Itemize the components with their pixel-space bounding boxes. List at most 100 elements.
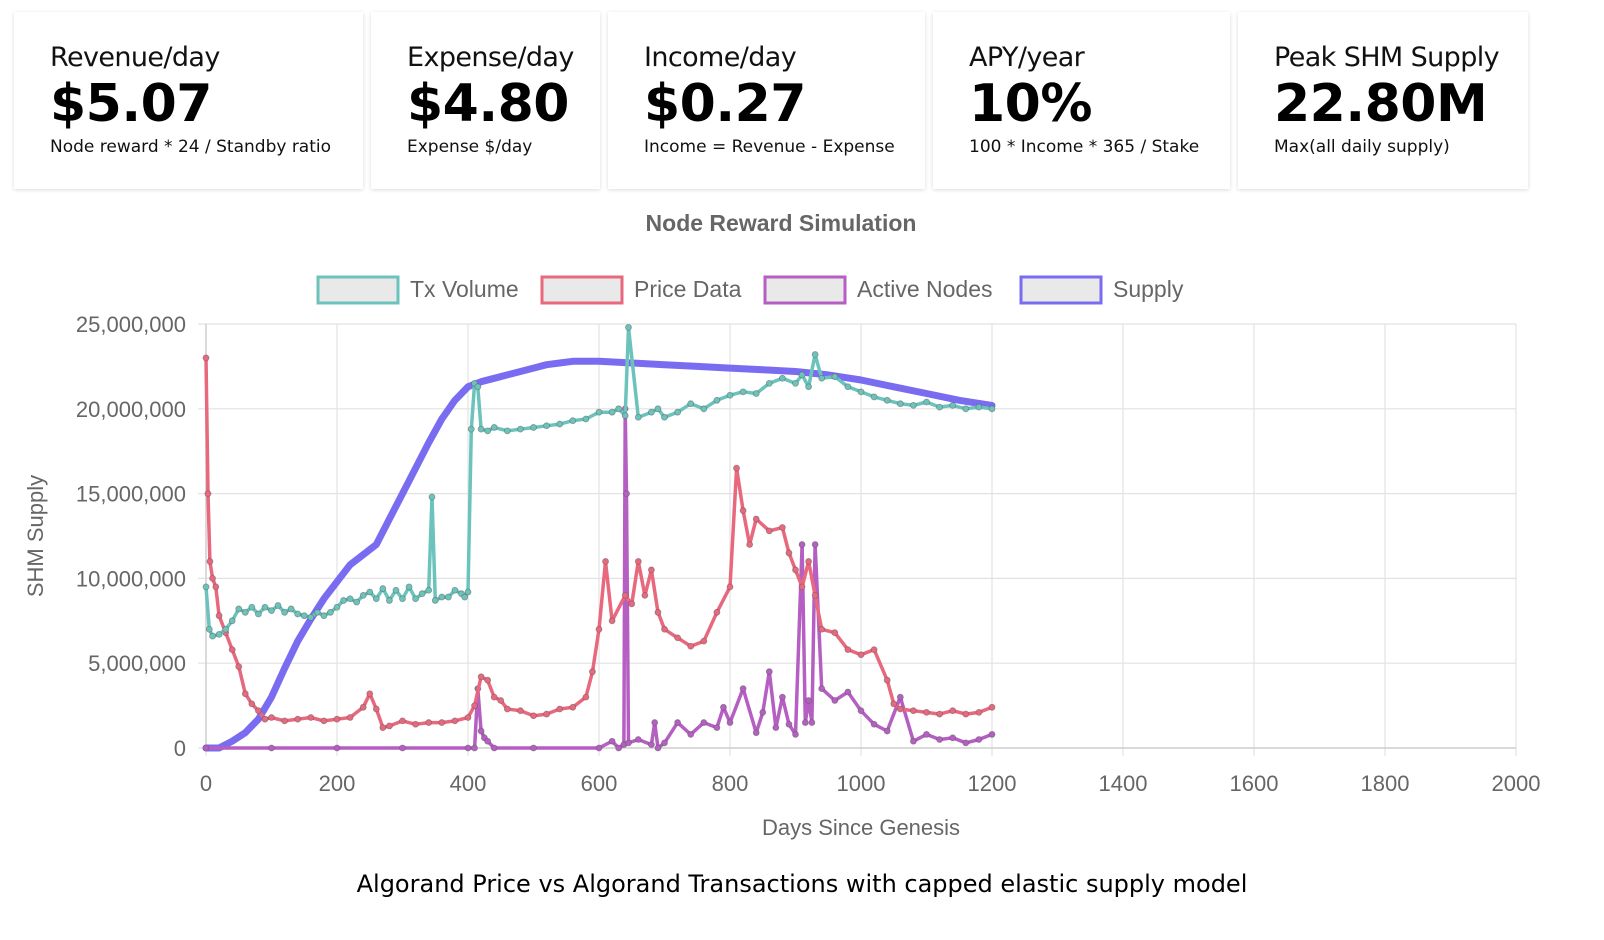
x-tick-label: 1400 [1099,771,1148,796]
data-point [287,605,295,613]
legend-label: Active Nodes [857,276,993,302]
data-point [818,685,826,693]
data-point [464,744,472,752]
data-point [625,323,632,331]
data-point [569,417,577,425]
data-point [477,727,485,735]
data-point [805,558,812,565]
data-point [503,427,511,435]
revenue-card: Revenue/day $5.07 Node reward * 24 / Sta… [14,12,363,189]
data-point [818,374,826,382]
data-point [713,608,721,616]
data-point [654,608,662,616]
data-point [320,717,328,725]
data-point [651,719,659,726]
x-tick-label: 2000 [1492,771,1541,796]
data-point [772,724,780,732]
data-point [674,719,681,726]
data-point [399,595,406,603]
data-point [438,593,446,601]
data-point [359,591,367,599]
data-point [726,719,734,726]
data-point [739,507,747,514]
data-point [300,612,308,620]
legend-swatch [1019,275,1103,305]
data-point [392,586,400,594]
card-subtitle: 100 * Income * 365 / Stake [969,137,1200,157]
data-point [543,422,550,430]
data-point [936,403,943,411]
data-point [687,731,695,738]
data-point [811,541,819,548]
legend-item: Active Nodes [763,275,993,305]
data-point [202,583,210,591]
data-point [428,493,436,501]
data-point [896,705,904,713]
data-point [779,693,786,701]
data-point [870,720,878,728]
data-point [988,703,996,711]
series-active-nodes [202,405,996,752]
data-point [425,719,433,726]
x-tick-label: 1600 [1230,771,1279,796]
data-point [713,396,721,404]
data-point [582,693,590,701]
data-point [661,739,668,747]
data-point [975,403,983,411]
data-point [674,408,681,416]
data-point [484,676,492,684]
data-point [752,515,760,523]
data-point [623,490,630,498]
data-point [490,744,498,752]
data-point [654,744,662,752]
y-tick-label: 10,000,000 [76,566,186,591]
data-point [353,598,361,606]
data-point [713,724,721,732]
data-point [923,731,930,738]
data-point [235,605,243,613]
data-point [399,717,406,725]
data-point [451,586,459,594]
card-value: 10% [969,74,1092,134]
data-point [615,744,623,752]
data-point [700,405,708,413]
legend-item: Price Data [540,275,742,305]
data-point [988,405,996,413]
data-point [212,583,220,591]
data-point [327,608,334,616]
data-point [268,714,275,721]
data-point [346,595,354,603]
data-point [910,402,917,409]
card-value: 22.80M [1274,74,1488,134]
data-point [857,707,865,715]
legend-label: Tx Volume [410,276,519,302]
y-tick-label: 15,000,000 [76,482,186,507]
data-point [307,714,315,721]
data-point [811,351,819,358]
data-point [543,710,550,718]
data-point [634,558,642,565]
data-point [811,591,819,599]
data-point [385,722,393,730]
data-point [602,558,609,565]
card-subtitle: Income = Revenue - Expense [644,137,895,157]
data-point [464,714,472,721]
legend-label: Price Data [634,276,742,302]
income-card: Income/day $0.27 Income = Revenue - Expe… [608,12,925,189]
data-point [412,595,420,603]
card-title: Revenue/day [50,42,220,73]
data-point [870,646,878,654]
data-point [595,625,603,633]
data-point [254,610,262,618]
data-point [661,625,668,633]
data-point [405,583,413,591]
data-point [235,663,243,670]
data-point [438,719,446,726]
chart-title: Node Reward Simulation [646,210,917,236]
data-point [359,703,367,711]
data-point [923,398,930,406]
data-point [274,602,282,609]
data-point [733,464,740,472]
data-point [844,646,852,654]
x-tick-label: 400 [450,771,487,796]
